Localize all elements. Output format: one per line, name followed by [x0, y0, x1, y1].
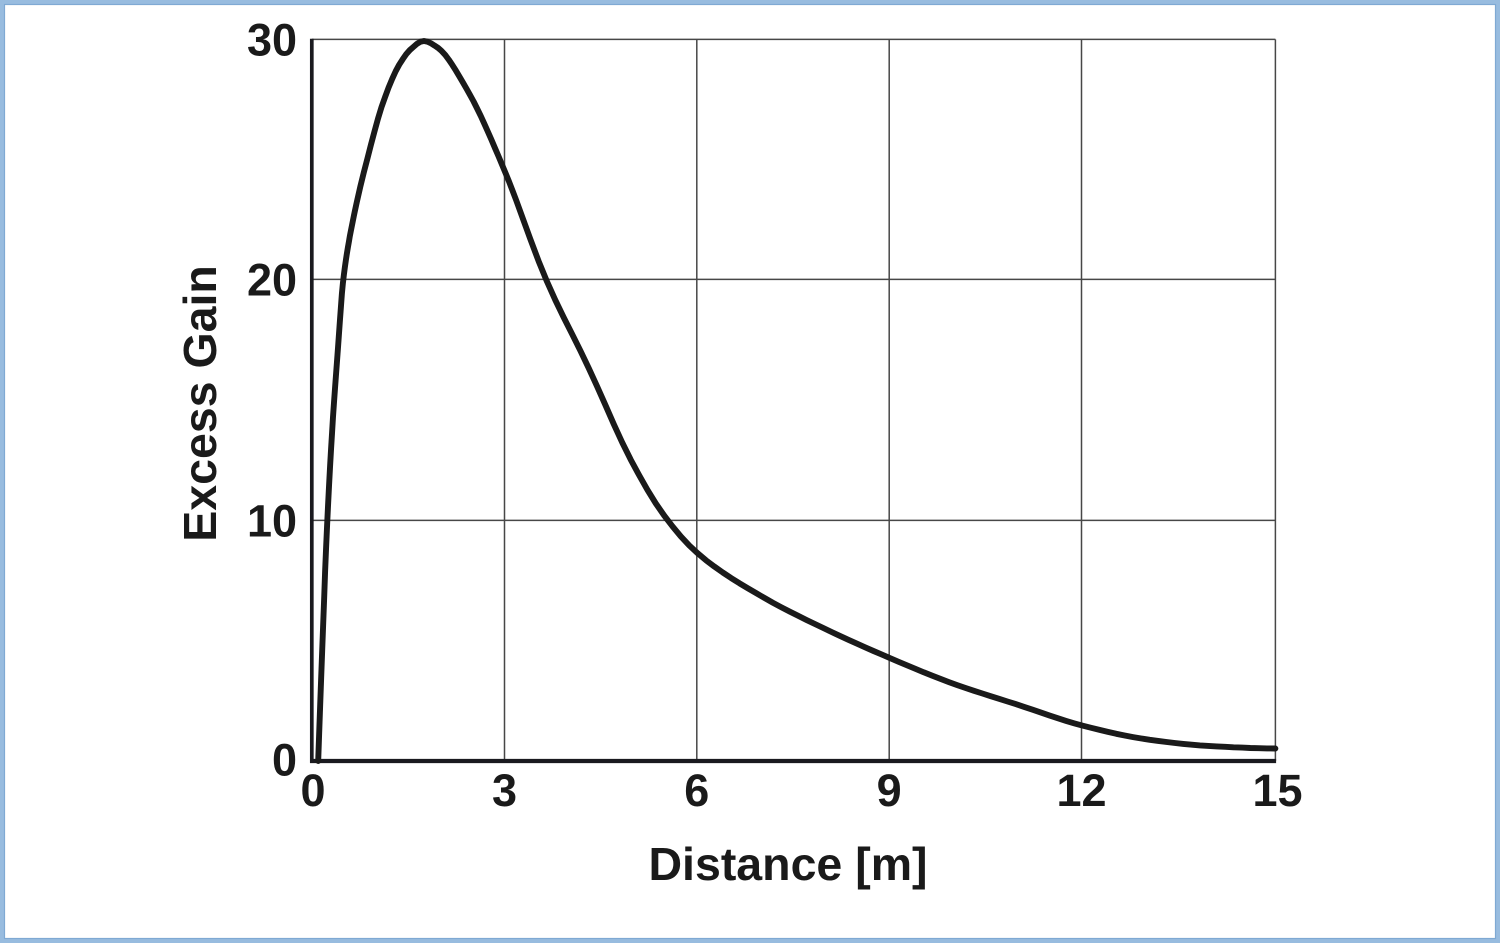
svg-text:3: 3 [492, 765, 517, 816]
svg-text:20: 20 [247, 255, 297, 306]
svg-text:Distance [m]: Distance [m] [648, 838, 927, 890]
svg-text:10: 10 [247, 496, 297, 547]
svg-text:6: 6 [684, 765, 709, 816]
svg-text:9: 9 [877, 765, 902, 816]
svg-text:0: 0 [272, 735, 297, 786]
svg-text:30: 30 [247, 15, 297, 66]
svg-text:12: 12 [1056, 765, 1106, 816]
svg-text:Excess Gain: Excess Gain [174, 265, 226, 542]
svg-text:0: 0 [300, 765, 325, 816]
svg-text:15: 15 [1252, 765, 1302, 816]
